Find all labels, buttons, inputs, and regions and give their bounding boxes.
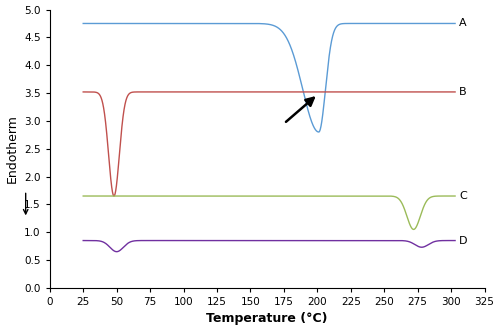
Text: C: C [459,191,467,201]
Text: D: D [459,236,468,246]
Text: A: A [459,19,466,28]
X-axis label: Temperature (°C): Temperature (°C) [206,312,328,325]
Y-axis label: Endotherm: Endotherm [6,114,18,183]
Text: B: B [459,87,466,97]
